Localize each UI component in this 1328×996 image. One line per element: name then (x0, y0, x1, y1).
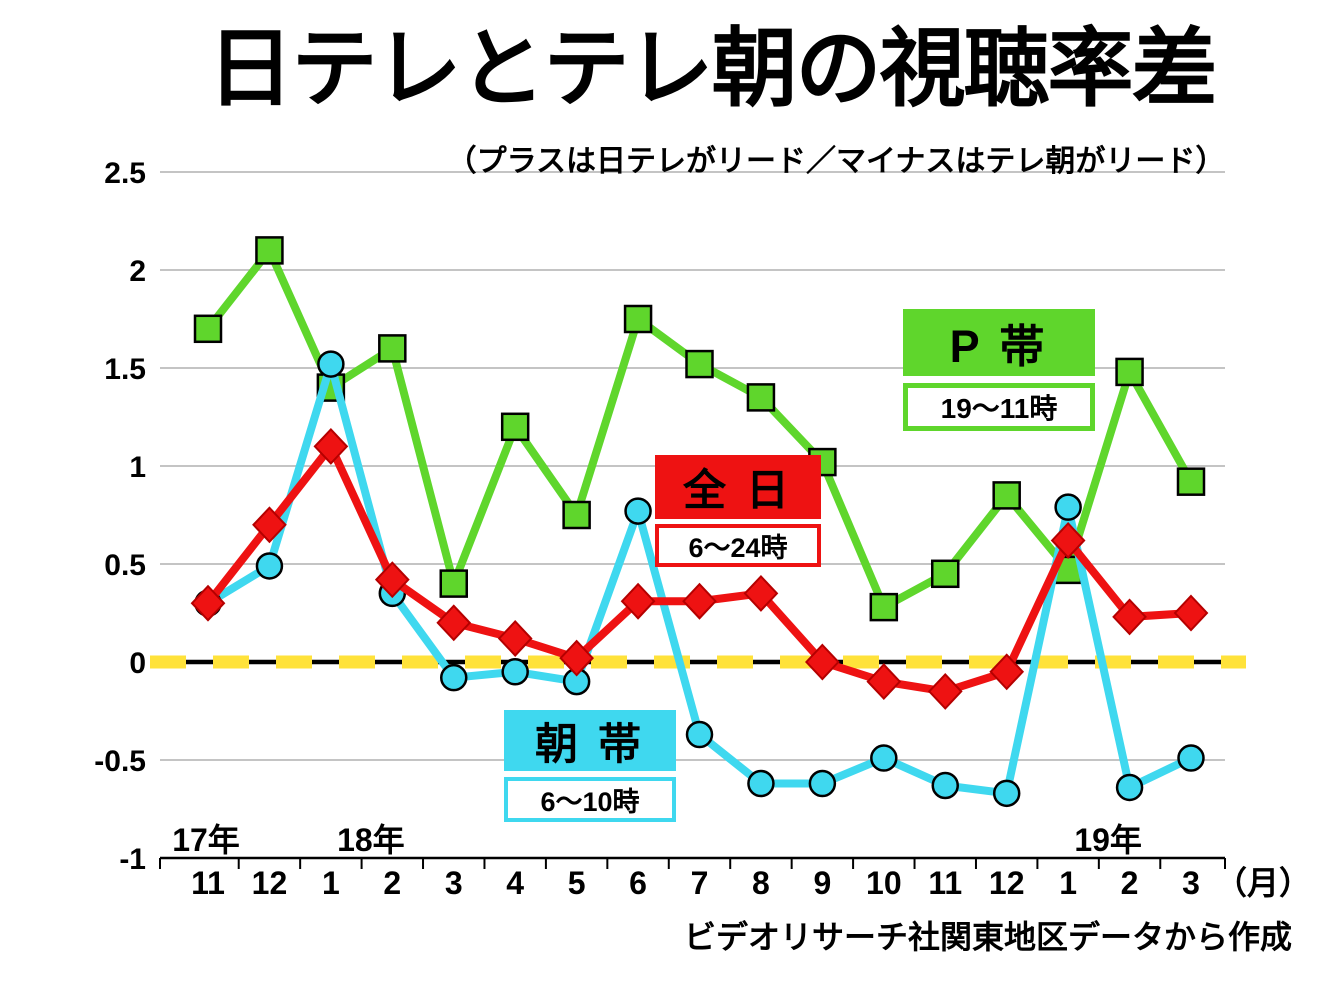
legend-p-band-time: 19～11時 (903, 383, 1095, 431)
marker-square-p (378, 334, 407, 363)
marker-square-p (992, 481, 1021, 510)
x-axis-label: 9 (813, 865, 831, 901)
marker-circle-asa (870, 744, 898, 772)
x-axis-label: 11 (928, 865, 962, 901)
marker-circle-asa (808, 769, 837, 798)
marker-diamond-zen (374, 561, 410, 599)
legend-p-band-label: P 帯 (903, 309, 1095, 376)
marker-diamond-zen (866, 663, 902, 701)
marker-square-p (623, 304, 653, 334)
x-axis-label: 2 (383, 865, 401, 901)
marker-square-p (439, 569, 468, 598)
y-axis-label: 2.5 (104, 157, 146, 190)
legend-zennichi: 全 日 6～24時 (655, 455, 821, 567)
marker-diamond-zen (805, 643, 840, 681)
marker-circle-asa (931, 771, 959, 800)
y-axis-label: 0.5 (104, 549, 146, 582)
marker-square-p (500, 412, 530, 442)
year-label: 19年 (1074, 822, 1142, 858)
x-axis-label: 7 (691, 865, 709, 901)
y-axis-label: -1 (119, 843, 146, 876)
marker-diamond-zen (559, 639, 594, 677)
x-axis-label: 12 (989, 865, 1025, 901)
marker-circle-asa (440, 663, 468, 692)
marker-square-p (931, 559, 960, 589)
marker-diamond-zen (313, 427, 349, 465)
x-axis-label: 4 (506, 865, 524, 901)
legend-zennichi-label: 全 日 (655, 455, 821, 519)
marker-circle-asa (1115, 773, 1144, 802)
marker-diamond-zen (497, 620, 533, 657)
marker-diamond-zen (252, 506, 287, 544)
marker-square-p (746, 383, 776, 412)
source-note: ビデオリサーチ社関東地区データから作成 (683, 919, 1292, 955)
marker-diamond-zen (1050, 522, 1086, 559)
marker-circle-asa (685, 720, 714, 749)
marker-diamond-zen (436, 604, 472, 642)
marker-circle-asa (992, 779, 1021, 808)
marker-square-p (869, 592, 899, 622)
marker-circle-asa (501, 658, 529, 686)
x-axis-label: 1 (322, 865, 340, 901)
x-axis-label: 8 (752, 865, 770, 901)
x-axis-unit: （月） (1215, 865, 1311, 901)
marker-diamond-zen (682, 582, 717, 620)
marker-diamond-zen (927, 672, 963, 710)
legend-asa-band-label: 朝 帯 (504, 710, 676, 771)
legend-asa-band: 朝 帯 6～10時 (504, 710, 676, 822)
marker-circle-asa (255, 552, 284, 580)
year-label: 18年 (337, 822, 405, 858)
x-axis-label: 11 (191, 865, 225, 901)
x-axis-label: 6 (629, 865, 647, 901)
marker-circle-asa (317, 350, 345, 378)
legend-p-band: P 帯 19～11時 (903, 309, 1095, 431)
y-axis-label: 0 (129, 647, 146, 680)
marker-square-p (1115, 357, 1144, 387)
marker-diamond-zen (1112, 598, 1147, 636)
marker-diamond-zen (620, 582, 656, 620)
marker-diamond-zen (743, 574, 779, 612)
marker-diamond-zen (1173, 594, 1209, 632)
marker-circle-asa (1177, 744, 1205, 772)
x-axis-label: 12 (252, 865, 288, 901)
year-label: 17年 (172, 822, 240, 858)
x-axis-label: 5 (568, 865, 586, 901)
y-axis-label: 1 (129, 451, 146, 484)
marker-circle-asa (747, 769, 775, 798)
y-axis-label: 2 (129, 255, 146, 288)
chart-subtitle: （プラスは日テレがリード／マイナスはテレ朝がリード） (446, 145, 1226, 178)
x-axis-label: 1 (1059, 865, 1077, 901)
x-axis-label: 10 (866, 865, 902, 901)
marker-square-p (562, 500, 591, 530)
y-axis-label: -0.5 (94, 745, 146, 778)
marker-circle-asa (624, 497, 652, 525)
legend-asa-band-time: 6～10時 (504, 777, 676, 822)
legend-zennichi-time: 6～24時 (655, 524, 821, 567)
x-axis-label: 3 (445, 865, 463, 901)
chart-title: 日テレとテレ朝の視聴率差 (207, 21, 1218, 117)
x-axis-label: 2 (1121, 865, 1139, 901)
marker-diamond-zen (989, 653, 1025, 691)
y-axis-label: 1.5 (104, 353, 146, 386)
marker-square-p (255, 236, 284, 265)
marker-diamond-zen (190, 584, 226, 622)
marker-square-p (193, 314, 223, 344)
marker-square-p (685, 349, 714, 379)
marker-square-p (1176, 467, 1206, 496)
marker-circle-asa (1054, 493, 1082, 521)
x-axis-label: 3 (1182, 865, 1200, 901)
